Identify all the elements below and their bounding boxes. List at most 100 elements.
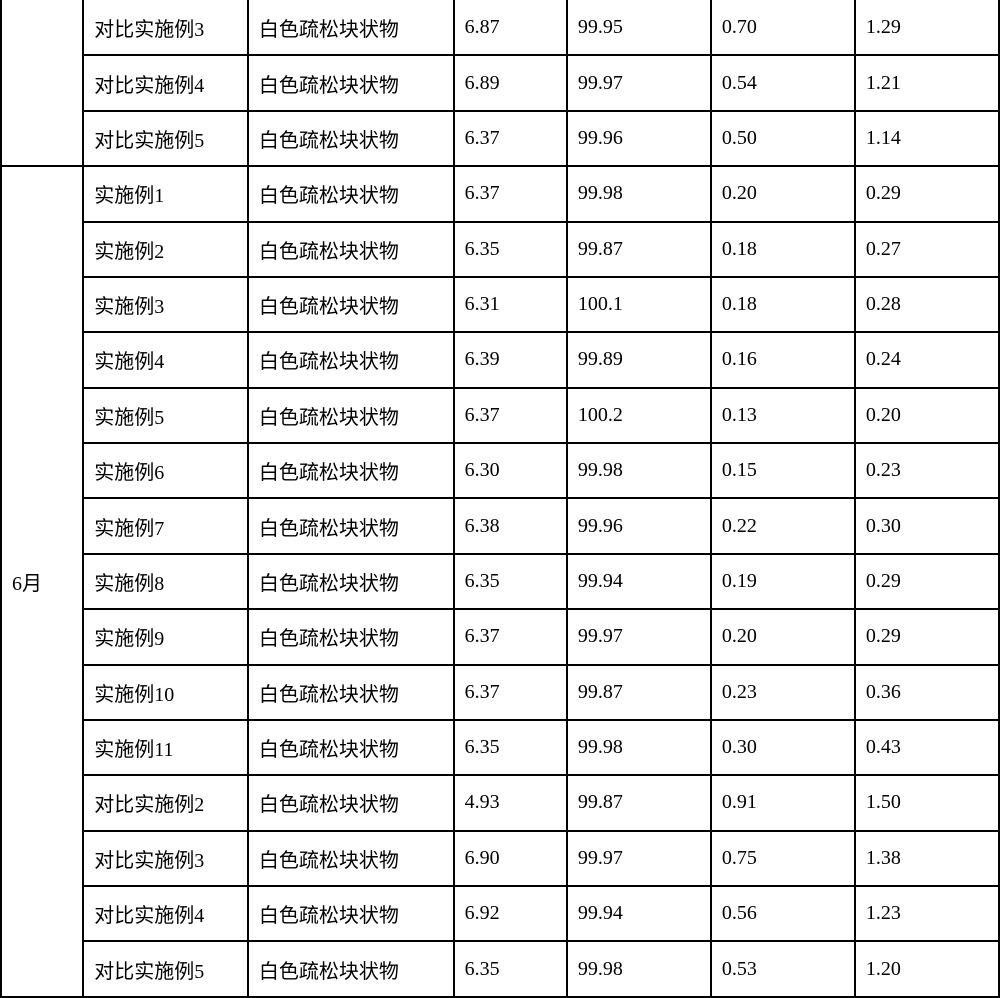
cell-c3: 白色疏松块状物 [248, 277, 454, 332]
cell-c6: 0.22 [711, 498, 855, 553]
cell-c5: 99.98 [567, 166, 711, 221]
cell-c3: 白色疏松块状物 [248, 222, 454, 277]
cell-c5: 99.98 [567, 443, 711, 498]
cell-c5: 99.94 [567, 554, 711, 609]
cell-c5: 99.87 [567, 665, 711, 720]
cell-c4: 6.87 [454, 0, 567, 55]
cell-c6: 0.50 [711, 111, 855, 166]
cell-c2: 实施例2 [83, 222, 248, 277]
cell-c6: 0.56 [711, 886, 855, 941]
cell-c5: 100.1 [567, 277, 711, 332]
cell-c5: 99.98 [567, 720, 711, 775]
cell-c7: 1.29 [855, 0, 999, 55]
cell-c2: 实施例11 [83, 720, 248, 775]
cell-c2: 实施例7 [83, 498, 248, 553]
cell-c2: 实施例9 [83, 609, 248, 664]
cell-c3: 白色疏松块状物 [248, 831, 454, 886]
cell-c4: 6.35 [454, 554, 567, 609]
cell-c4: 6.37 [454, 665, 567, 720]
table-row: 实施例9白色疏松块状物6.3799.970.200.29 [1, 609, 999, 664]
cell-c5: 99.89 [567, 332, 711, 387]
cell-c6: 0.30 [711, 720, 855, 775]
cell-c6: 0.18 [711, 277, 855, 332]
table-row: 对比实施例3白色疏松块状物6.8799.950.701.29 [1, 0, 999, 55]
cell-c3: 白色疏松块状物 [248, 720, 454, 775]
cell-c3: 白色疏松块状物 [248, 498, 454, 553]
cell-c7: 1.20 [855, 941, 999, 997]
cell-c7: 0.30 [855, 498, 999, 553]
cell-c4: 6.39 [454, 332, 567, 387]
cell-c3: 白色疏松块状物 [248, 0, 454, 55]
table-row: 实施例5白色疏松块状物6.37100.20.130.20 [1, 388, 999, 443]
cell-c6: 0.54 [711, 55, 855, 110]
cell-c4: 6.31 [454, 277, 567, 332]
cell-c5: 100.2 [567, 388, 711, 443]
cell-c6: 0.13 [711, 388, 855, 443]
cell-c2: 实施例8 [83, 554, 248, 609]
cell-c7: 0.29 [855, 554, 999, 609]
cell-c4: 6.37 [454, 388, 567, 443]
cell-c3: 白色疏松块状物 [248, 665, 454, 720]
table-row: 对比实施例4白色疏松块状物6.8999.970.541.21 [1, 55, 999, 110]
cell-c4: 6.35 [454, 941, 567, 997]
cell-c7: 0.29 [855, 609, 999, 664]
cell-c6: 0.20 [711, 166, 855, 221]
cell-c3: 白色疏松块状物 [248, 166, 454, 221]
cell-c7: 0.24 [855, 332, 999, 387]
table-container: 对比实施例3白色疏松块状物6.8799.950.701.29对比实施例4白色疏松… [0, 0, 1000, 998]
cell-c4: 6.92 [454, 886, 567, 941]
cell-c5: 99.97 [567, 609, 711, 664]
table-row: 实施例6白色疏松块状物6.3099.980.150.23 [1, 443, 999, 498]
table-row: 对比实施例5白色疏松块状物6.3799.960.501.14 [1, 111, 999, 166]
cell-c5: 99.87 [567, 775, 711, 830]
cell-c7: 0.29 [855, 166, 999, 221]
cell-c4: 4.93 [454, 775, 567, 830]
cell-c5: 99.98 [567, 941, 711, 997]
cell-c6: 0.18 [711, 222, 855, 277]
cell-c4: 6.35 [454, 222, 567, 277]
cell-c3: 白色疏松块状物 [248, 332, 454, 387]
cell-c4: 6.37 [454, 166, 567, 221]
table-row: 6月实施例1白色疏松块状物6.3799.980.200.29 [1, 166, 999, 221]
table-row: 实施例2白色疏松块状物6.3599.870.180.27 [1, 222, 999, 277]
cell-c2: 对比实施例5 [83, 941, 248, 997]
group-label-cell [1, 0, 83, 166]
table-row: 实施例3白色疏松块状物6.31100.10.180.28 [1, 277, 999, 332]
cell-c2: 实施例1 [83, 166, 248, 221]
cell-c6: 0.91 [711, 775, 855, 830]
cell-c6: 0.15 [711, 443, 855, 498]
cell-c6: 0.16 [711, 332, 855, 387]
cell-c3: 白色疏松块状物 [248, 388, 454, 443]
cell-c3: 白色疏松块状物 [248, 443, 454, 498]
table-row: 实施例10白色疏松块状物6.3799.870.230.36 [1, 665, 999, 720]
cell-c6: 0.19 [711, 554, 855, 609]
table-row: 对比实施例2白色疏松块状物4.9399.870.911.50 [1, 775, 999, 830]
cell-c2: 实施例4 [83, 332, 248, 387]
cell-c7: 1.50 [855, 775, 999, 830]
cell-c4: 6.38 [454, 498, 567, 553]
cell-c7: 0.28 [855, 277, 999, 332]
cell-c5: 99.97 [567, 831, 711, 886]
cell-c6: 0.23 [711, 665, 855, 720]
cell-c7: 0.36 [855, 665, 999, 720]
cell-c7: 1.14 [855, 111, 999, 166]
cell-c6: 0.53 [711, 941, 855, 997]
cell-c3: 白色疏松块状物 [248, 55, 454, 110]
cell-c7: 0.27 [855, 222, 999, 277]
cell-c7: 0.23 [855, 443, 999, 498]
cell-c3: 白色疏松块状物 [248, 886, 454, 941]
cell-c4: 6.90 [454, 831, 567, 886]
cell-c3: 白色疏松块状物 [248, 554, 454, 609]
cell-c2: 实施例10 [83, 665, 248, 720]
cell-c4: 6.30 [454, 443, 567, 498]
table-row: 实施例7白色疏松块状物6.3899.960.220.30 [1, 498, 999, 553]
cell-c4: 6.35 [454, 720, 567, 775]
data-table: 对比实施例3白色疏松块状物6.8799.950.701.29对比实施例4白色疏松… [0, 0, 1000, 998]
table-row: 对比实施例4白色疏松块状物6.9299.940.561.23 [1, 886, 999, 941]
cell-c2: 对比实施例5 [83, 111, 248, 166]
cell-c3: 白色疏松块状物 [248, 609, 454, 664]
table-row: 实施例11白色疏松块状物6.3599.980.300.43 [1, 720, 999, 775]
group-label-cell: 6月 [1, 166, 83, 997]
cell-c4: 6.37 [454, 111, 567, 166]
cell-c3: 白色疏松块状物 [248, 775, 454, 830]
